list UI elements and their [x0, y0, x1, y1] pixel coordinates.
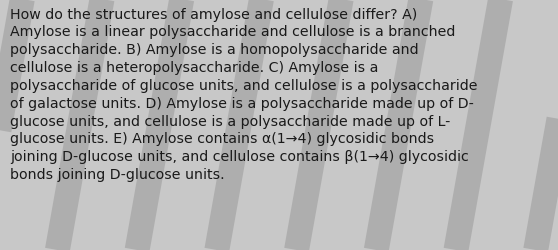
Text: How do the structures of amylose and cellulose differ? A)
Amylose is a linear po: How do the structures of amylose and cel… [10, 8, 478, 182]
